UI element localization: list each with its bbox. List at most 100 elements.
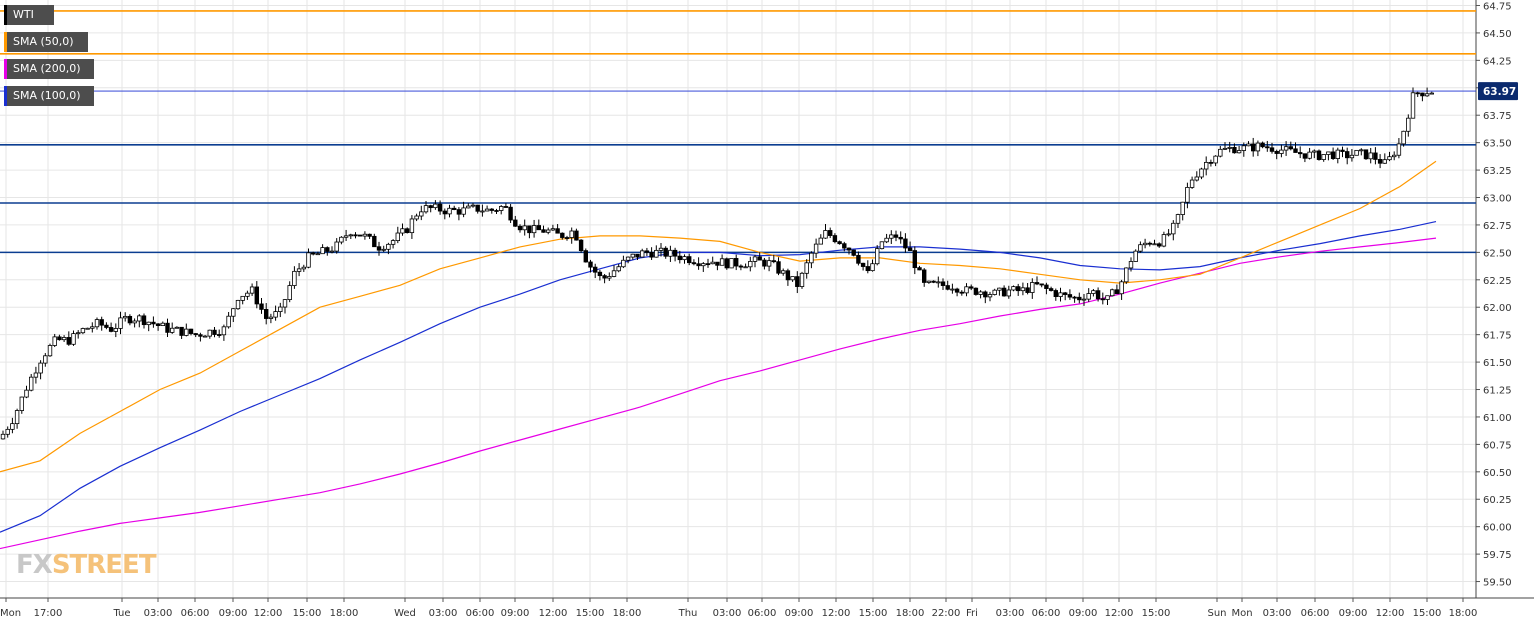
- candle-body: [1236, 150, 1242, 154]
- candle-body: [625, 256, 631, 261]
- candle-body: [1330, 151, 1336, 159]
- candle-body: [433, 203, 438, 209]
- candle-body: [442, 210, 447, 215]
- candle-body: [875, 248, 880, 265]
- candle-body: [320, 247, 325, 255]
- candle-body: [52, 336, 57, 346]
- candle-body: [546, 229, 551, 233]
- candle-body: [954, 288, 960, 293]
- candle-body: [212, 329, 217, 335]
- candle-body: [1218, 148, 1223, 157]
- candle-body: [404, 228, 410, 234]
- candle-body: [123, 315, 128, 319]
- candle-body: [57, 336, 62, 341]
- candle-body: [1001, 287, 1007, 297]
- candle-body: [621, 259, 626, 268]
- candle-body: [169, 327, 175, 333]
- candle-body: [978, 291, 983, 295]
- candle-body: [682, 256, 687, 261]
- candle-body: [386, 243, 391, 250]
- legend-wti[interactable]: WTI: [4, 5, 54, 25]
- candle-body: [1025, 287, 1030, 293]
- candle-body: [71, 333, 76, 345]
- candle-body: [376, 246, 382, 251]
- candle-body: [1086, 293, 1091, 300]
- candle-body: [174, 326, 180, 329]
- candle-body: [451, 207, 457, 210]
- candle-body: [1171, 222, 1176, 235]
- candle-body: [1124, 267, 1129, 283]
- legend-sma100[interactable]: SMA (100,0): [4, 86, 94, 106]
- candle-body: [381, 248, 386, 251]
- candle-body: [353, 234, 358, 237]
- candle-body: [517, 225, 523, 231]
- candle-body: [141, 315, 147, 326]
- candle-body: [113, 328, 118, 332]
- candle-body: [588, 261, 593, 268]
- candle-body: [1016, 286, 1021, 292]
- x-tick-label: 15:00: [859, 608, 888, 619]
- x-tick-label: 06:00: [466, 608, 495, 619]
- candle-body: [1204, 161, 1209, 170]
- candle-body: [964, 286, 969, 294]
- candle-body: [828, 230, 833, 236]
- candle-body: [85, 327, 90, 330]
- x-tick-label: 06:00: [1301, 608, 1330, 619]
- x-tick-label: Mon: [0, 608, 21, 619]
- candle-body: [931, 280, 936, 283]
- candle-body: [287, 285, 292, 300]
- candle-body: [1128, 261, 1134, 269]
- candle-body: [851, 249, 856, 256]
- candle-body: [1373, 152, 1378, 160]
- candle-body: [527, 225, 532, 234]
- candle-body: [785, 270, 791, 281]
- candle-body: [1053, 290, 1058, 297]
- candle-body: [1382, 159, 1387, 164]
- x-tick-label: 12:00: [822, 608, 851, 619]
- x-tick-label: 12:00: [539, 608, 568, 619]
- candle-body: [1227, 147, 1232, 149]
- candle-body: [677, 255, 682, 261]
- candle-body: [804, 262, 809, 274]
- candle-body: [160, 322, 165, 327]
- candle-body: [489, 208, 494, 211]
- candle-body: [531, 225, 537, 234]
- candle-body: [1302, 153, 1308, 159]
- candle-body: [292, 270, 297, 286]
- legend-sma200[interactable]: SMA (200,0): [4, 59, 94, 79]
- candle-body: [179, 326, 184, 336]
- x-tick-label: 09:00: [785, 608, 814, 619]
- candle-body: [1077, 296, 1082, 301]
- candle-body: [776, 261, 781, 274]
- candle-body: [1063, 292, 1068, 295]
- candle-body: [842, 243, 847, 249]
- candle-body: [1424, 93, 1430, 97]
- last-price-label: 63.97: [1483, 86, 1516, 98]
- candle-body: [1161, 234, 1167, 247]
- candle-body: [757, 256, 762, 261]
- candle-body: [555, 228, 560, 234]
- y-tick-label: 64.50: [1483, 29, 1512, 40]
- x-tick-label: Mon: [1231, 608, 1252, 619]
- legend-sma50[interactable]: SMA (50,0): [4, 32, 88, 52]
- candle-body: [729, 258, 734, 269]
- candle-body: [1326, 151, 1331, 155]
- candle-body: [188, 328, 194, 334]
- x-tick-label: Thu: [678, 608, 698, 619]
- candle-body: [132, 320, 137, 324]
- candle-body: [879, 241, 885, 250]
- candle-body: [1298, 152, 1303, 155]
- y-tick-label: 63.50: [1483, 139, 1512, 150]
- candle-body: [61, 337, 67, 341]
- candle-body: [348, 234, 353, 237]
- legend-wti-label: WTI: [13, 8, 34, 21]
- candle-body: [1048, 288, 1054, 291]
- candle-body: [672, 249, 678, 257]
- candle-body: [1255, 142, 1261, 152]
- x-tick-label: 18:00: [1449, 608, 1478, 619]
- candle-body: [593, 266, 598, 273]
- candle-body: [1269, 147, 1275, 152]
- logo-fx: FX: [16, 550, 53, 580]
- candle-body: [799, 272, 805, 287]
